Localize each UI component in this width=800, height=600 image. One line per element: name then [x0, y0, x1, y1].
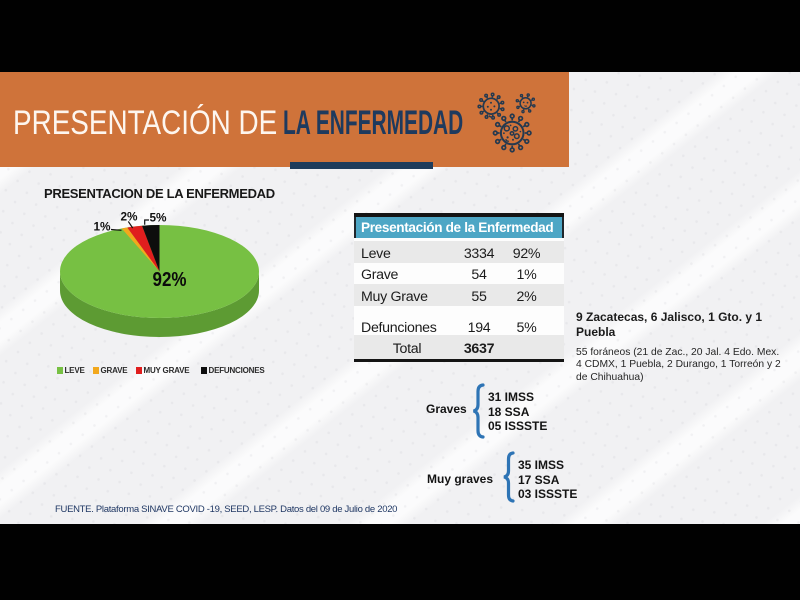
- svg-text:5%: 5%: [149, 211, 167, 225]
- svg-text:1%: 1%: [93, 220, 111, 234]
- svg-text:92%: 92%: [153, 269, 187, 291]
- svg-text:2%: 2%: [120, 210, 138, 224]
